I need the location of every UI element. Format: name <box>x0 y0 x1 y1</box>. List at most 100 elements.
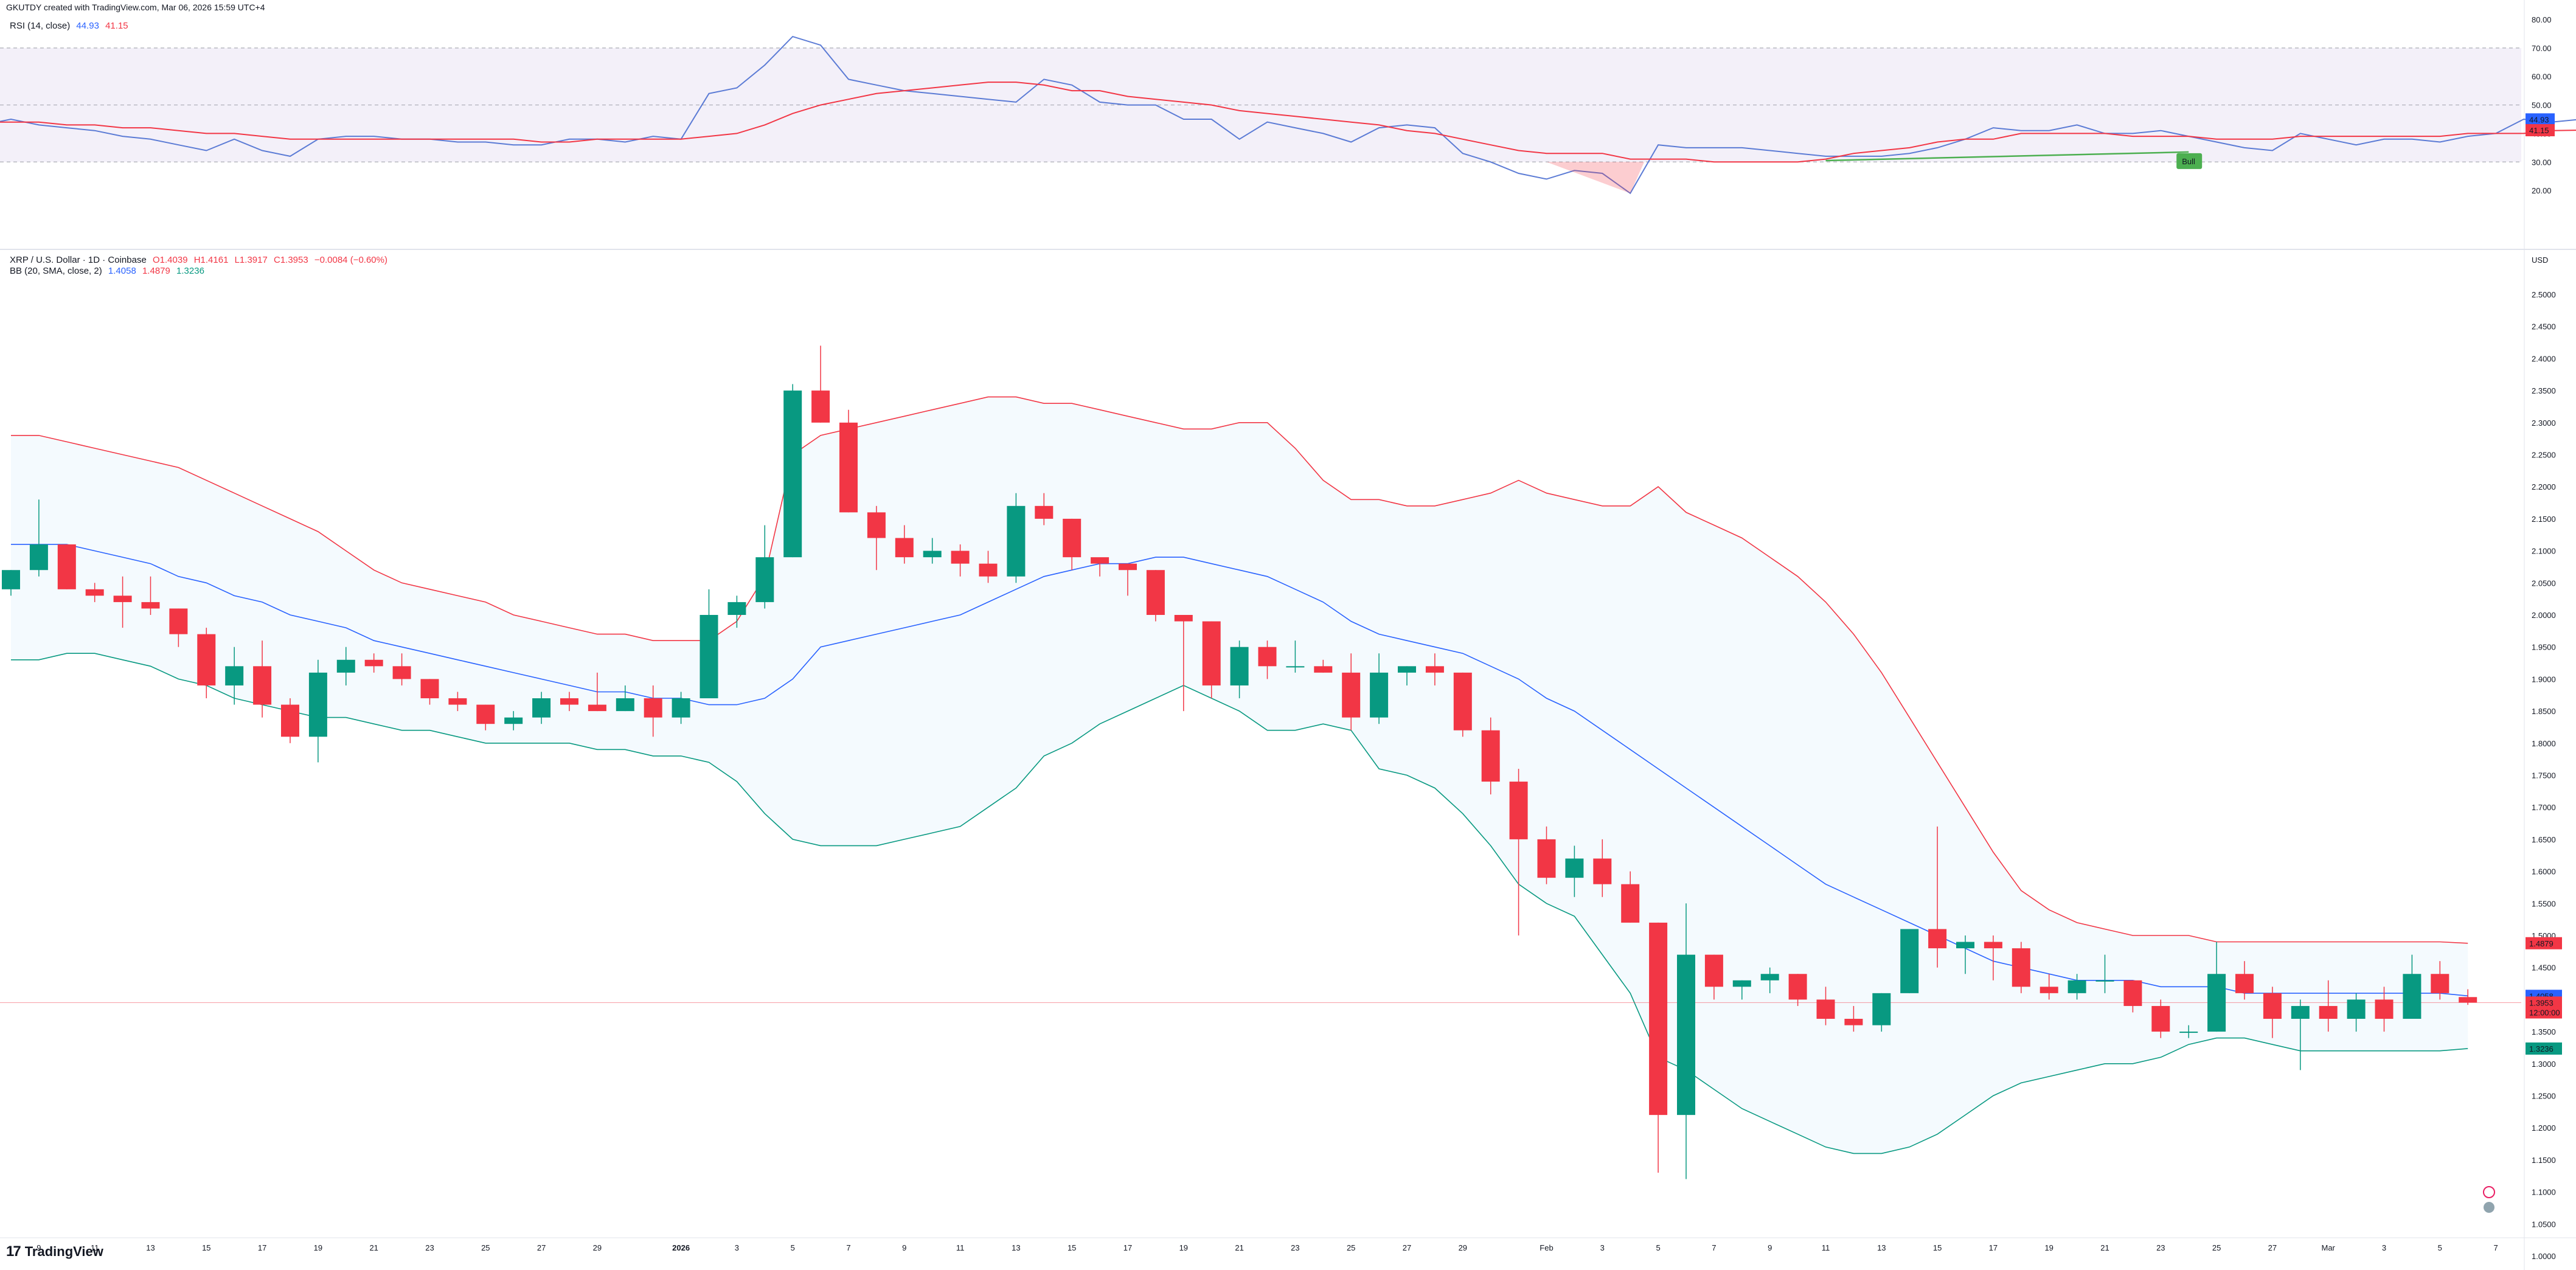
price-label <box>2526 937 2562 949</box>
candle-body <box>1230 647 1249 685</box>
time-axis-tick: 17 <box>1989 1243 1998 1252</box>
candle-body <box>1593 858 1612 884</box>
price-axis-tick: 2.3000 <box>2532 418 2556 428</box>
price-axis-tick: 1.1000 <box>2532 1188 2556 1197</box>
price-axis-tick: 1.2500 <box>2532 1092 2556 1101</box>
time-axis-tick: 9 <box>36 1243 41 1252</box>
time-axis-tick: 3 <box>735 1243 739 1252</box>
candle-body <box>308 672 327 737</box>
price-axis-tick: 1.1500 <box>2532 1156 2556 1165</box>
rsi-axis-tick: 80.00 <box>2532 15 2552 24</box>
bull-label-text: Bull <box>2182 157 2195 166</box>
candle-body <box>1398 666 1416 673</box>
price-axis-tick: 1.2000 <box>2532 1123 2556 1133</box>
candle-body <box>1174 615 1193 622</box>
candle-body <box>420 679 439 699</box>
candle-body <box>141 602 160 609</box>
time-axis-tick: 27 <box>2268 1243 2277 1252</box>
price-axis-tick: 1.4500 <box>2532 963 2556 973</box>
rsi-legend[interactable]: RSI (14, close) 44.93 41.15 <box>10 21 132 31</box>
rsi-axis-tick: 60.00 <box>2532 72 2552 82</box>
candle-body <box>197 634 216 685</box>
rsi-legend-ma-value: 41.15 <box>105 21 128 31</box>
symbol-title: XRP / U.S. Dollar · 1D · Coinbase <box>10 255 147 265</box>
time-axis-tick: 15 <box>1068 1243 1076 1252</box>
candle-body <box>532 698 551 718</box>
candle-body <box>644 698 662 718</box>
rsi-legend-label: RSI (14, close) <box>10 21 71 31</box>
tradingview-logo-icon: 17 <box>6 1243 21 1260</box>
price-axis-tick: 2.3500 <box>2532 386 2556 395</box>
rsi-price-label <box>2526 113 2555 126</box>
time-axis-tick: 3 <box>2382 1243 2386 1252</box>
candle-body <box>253 666 272 705</box>
candle-body <box>281 704 299 737</box>
candle-body <box>1509 782 1528 839</box>
bb-legend-label: BB (20, SMA, close, 2) <box>10 266 102 276</box>
ohlc-open: O1.4039 <box>152 255 188 265</box>
time-axis-tick: 11 <box>956 1243 965 1252</box>
candle-body <box>1984 942 2002 949</box>
price-axis-tick: 2.1500 <box>2532 515 2556 524</box>
rsi-price-label-text: 41.15 <box>2529 126 2549 135</box>
created-by-text: GKUTDY created with TradingView.com, Mar… <box>6 2 265 12</box>
candle-body <box>895 538 914 558</box>
price-axis-tick: 1.0000 <box>2532 1252 2556 1261</box>
candle-body <box>1565 858 1584 878</box>
price-axis-tick: 1.6000 <box>2532 867 2556 876</box>
price-axis-tick: 1.8000 <box>2532 739 2556 748</box>
rsi-ma-line <box>0 82 2576 163</box>
candle-body <box>1621 884 1640 923</box>
candle-body <box>867 512 886 538</box>
bb-lower-line <box>11 653 2468 1154</box>
candle-body <box>2431 974 2449 993</box>
tradingview-brand[interactable]: 17 TradingView <box>6 1243 103 1260</box>
candle-body <box>392 666 411 679</box>
candle-body <box>1286 666 1305 668</box>
time-axis-tick: 11 <box>91 1243 99 1252</box>
flag-icon <box>2484 1202 2494 1213</box>
time-axis-tick: 21 <box>369 1243 378 1252</box>
price-axis-tick: 2.0000 <box>2532 611 2556 620</box>
price-axis-tick: 1.3500 <box>2532 1027 2556 1036</box>
candle-body <box>1760 974 1779 980</box>
price-axis-tick: 1.9000 <box>2532 675 2556 684</box>
candle-body <box>448 698 467 705</box>
candle-body <box>1314 666 1333 673</box>
time-axis-tick: 23 <box>1291 1243 1299 1252</box>
currency-label: USD <box>2532 255 2548 265</box>
candle-body <box>476 704 495 724</box>
price-axis-tick: 1.7500 <box>2532 771 2556 780</box>
candle-body <box>1677 954 1695 1116</box>
candle-body <box>2459 997 2477 1003</box>
price-axis-tick: 2.2500 <box>2532 451 2556 460</box>
rsi-price-label <box>2526 124 2555 137</box>
price-axis-tick: 2.4000 <box>2532 354 2556 363</box>
time-axis-tick: 7 <box>1712 1243 1716 1252</box>
candle-body <box>2235 974 2254 993</box>
price-axis-tick: 1.5500 <box>2532 899 2556 908</box>
candle-body <box>2319 1005 2338 1019</box>
symbol-legend[interactable]: XRP / U.S. Dollar · 1D · Coinbase O1.403… <box>10 255 391 265</box>
candle-body <box>2263 993 2282 1019</box>
bull-label-box <box>2176 153 2203 169</box>
candle-body <box>57 544 76 589</box>
time-axis-tick: 5 <box>2438 1243 2442 1252</box>
bb-legend[interactable]: BB (20, SMA, close, 2) 1.4058 1.4879 1.3… <box>10 266 208 276</box>
candle-body <box>85 589 104 596</box>
candle-body <box>1453 672 1472 730</box>
candle-body <box>2067 980 2086 993</box>
time-axis-tick: 21 <box>2100 1243 2109 1252</box>
time-axis-tick: 19 <box>1179 1243 1188 1252</box>
bb-band-fill <box>11 397 2468 1154</box>
candle-body <box>336 659 355 673</box>
event-icon <box>2483 1186 2495 1198</box>
price-axis-tick: 2.0500 <box>2532 578 2556 588</box>
candle-body <box>1258 647 1277 667</box>
candle-body <box>560 698 578 705</box>
rsi-oversold-fill <box>1546 162 1645 193</box>
ohlc-low: L1.3917 <box>234 255 268 265</box>
candle-body <box>1872 993 1891 1025</box>
candle-body <box>1091 557 1109 564</box>
